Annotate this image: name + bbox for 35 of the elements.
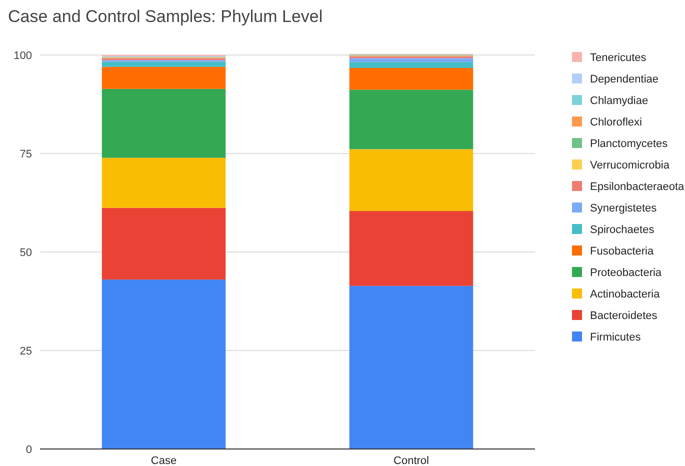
y-tick-label: 50 xyxy=(20,247,32,259)
bar xyxy=(349,68,474,90)
bar xyxy=(102,88,226,158)
bar xyxy=(102,62,226,67)
legend-label: Epsilonbacteraeota xyxy=(590,181,685,193)
chart-title: Case and Control Samples: Phylum Level xyxy=(8,7,323,26)
x-tick-label: Control xyxy=(394,455,429,466)
x-tick-label: Case xyxy=(150,455,177,466)
legend-label: Tenericutes xyxy=(590,52,647,64)
y-tick-label: 25 xyxy=(20,346,32,358)
bar xyxy=(102,66,226,89)
legend-label: Synergistetes xyxy=(590,202,658,214)
legend-label: Bacteroidetes xyxy=(590,310,658,322)
bar xyxy=(349,286,474,449)
legend-label: Chloroflexi xyxy=(590,116,642,128)
bar xyxy=(349,149,474,212)
legend-label: Actinobacteria xyxy=(590,288,661,300)
bar xyxy=(349,90,474,150)
bar xyxy=(349,58,474,62)
legend-label: Fusobacteria xyxy=(590,246,654,258)
legend-label: Chlamydiae xyxy=(590,95,648,107)
legend-label: Proteobacteria xyxy=(590,267,662,279)
y-tick-label: 100 xyxy=(14,50,32,62)
legend-label: Verrucomicrobia xyxy=(590,160,670,172)
bar xyxy=(349,211,474,286)
bar xyxy=(349,62,474,68)
legend-label: Dependentiae xyxy=(590,74,659,86)
bar xyxy=(102,158,226,208)
legend-label: Firmicutes xyxy=(590,332,642,344)
legend-label: Planctomycetes xyxy=(590,138,668,150)
y-tick-label: 0 xyxy=(26,444,32,456)
bar xyxy=(102,208,226,280)
bar xyxy=(102,280,226,449)
y-tick-label: 75 xyxy=(20,148,32,160)
legend-label: Spirochaetes xyxy=(590,224,655,236)
